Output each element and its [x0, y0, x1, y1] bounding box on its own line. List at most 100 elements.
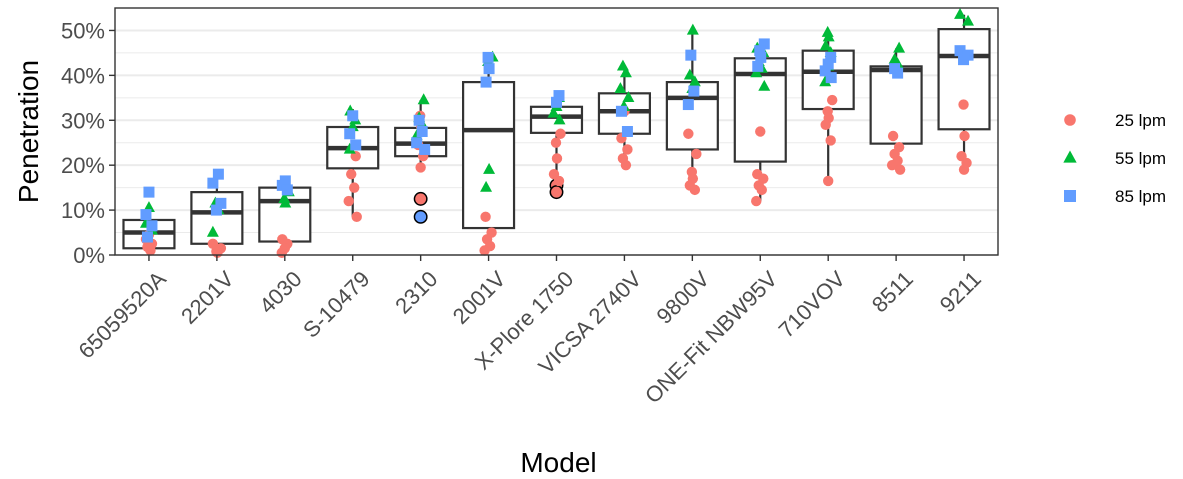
- y-tick-label: 30%: [61, 108, 105, 133]
- data-point: [346, 168, 357, 180]
- legend-item: 55 lpm: [1063, 149, 1166, 168]
- data-point: [620, 159, 632, 171]
- data-point: [479, 245, 490, 256]
- data-point: [343, 195, 354, 207]
- data-point: [822, 58, 834, 70]
- data-point: [483, 63, 495, 75]
- box-iqr: [462, 80, 516, 230]
- data-point: [954, 45, 966, 57]
- point-layer: [139, 7, 975, 258]
- y-tick-label: 0%: [73, 243, 105, 268]
- x-axis-title: Model: [520, 447, 596, 478]
- data-point: [416, 126, 428, 137]
- box-12: [869, 48, 923, 170]
- data-point: [480, 211, 491, 223]
- data-point: [411, 137, 423, 149]
- box-iqr: [869, 65, 923, 145]
- data-point: [344, 128, 356, 140]
- data-point: [482, 51, 494, 63]
- data-point: [621, 126, 633, 137]
- data-point: [212, 168, 224, 180]
- legend-label: 25 lpm: [1115, 111, 1166, 130]
- data-point: [207, 177, 219, 189]
- data-point: [819, 65, 831, 77]
- data-point: [685, 49, 697, 61]
- data-point: [145, 245, 156, 256]
- data-point: [820, 119, 831, 130]
- data-point: [413, 114, 425, 126]
- data-point: [755, 51, 767, 63]
- data-point: [682, 99, 694, 111]
- data-point: [140, 209, 152, 221]
- data-point: [622, 144, 633, 155]
- legend: 25 lpm 55 lpm 85 lpm: [1063, 111, 1166, 206]
- data-point: [350, 139, 362, 151]
- data-point: [822, 175, 834, 187]
- y-tick-label: 20%: [61, 153, 105, 178]
- data-point: [480, 180, 493, 192]
- data-point: [619, 66, 632, 78]
- data-point: [825, 135, 836, 146]
- data-point: [755, 126, 766, 137]
- data-point: [825, 51, 837, 63]
- data-point: [958, 164, 970, 175]
- data-point: [826, 94, 838, 106]
- data-point: [893, 41, 906, 53]
- data-point: [281, 184, 293, 196]
- data-point: [958, 99, 969, 110]
- legend-key: [1063, 150, 1077, 163]
- y-axis-title: Penetration: [13, 60, 44, 203]
- legend-key: [1064, 190, 1076, 202]
- data-point: [547, 106, 560, 118]
- data-point: [555, 128, 566, 139]
- data-point: [351, 211, 362, 223]
- data-point: [550, 137, 562, 148]
- data-point: [215, 197, 227, 209]
- outlier-point: [549, 185, 564, 200]
- data-point: [886, 159, 898, 171]
- data-point: [343, 142, 356, 154]
- data-point: [754, 45, 766, 57]
- data-point: [688, 85, 700, 97]
- data-point: [415, 162, 426, 173]
- data-point: [553, 175, 565, 187]
- data-point: [758, 79, 771, 91]
- legend-label: 85 lpm: [1115, 187, 1166, 206]
- data-point: [822, 30, 835, 42]
- data-point: [962, 14, 975, 26]
- legend-label: 55 lpm: [1115, 149, 1166, 168]
- data-point: [689, 184, 701, 196]
- data-point: [825, 72, 837, 84]
- data-point: [958, 54, 970, 66]
- data-point: [686, 23, 699, 35]
- data-point: [551, 153, 563, 164]
- data-point: [819, 75, 832, 87]
- data-point: [892, 67, 904, 79]
- data-point: [758, 38, 770, 50]
- y-tick-label: 50%: [61, 18, 105, 43]
- data-point: [480, 76, 492, 88]
- data-point: [752, 60, 764, 72]
- data-point: [553, 113, 566, 125]
- data-point: [551, 96, 562, 108]
- data-point: [206, 225, 219, 237]
- data-point: [483, 162, 496, 174]
- data-point: [146, 220, 158, 232]
- data-point: [614, 82, 627, 93]
- legend-item: 85 lpm: [1064, 187, 1166, 206]
- series-square-points: [140, 38, 974, 243]
- data-point: [751, 195, 762, 207]
- data-point: [417, 93, 430, 105]
- data-point: [887, 130, 899, 142]
- data-point: [756, 184, 767, 196]
- data-point: [959, 130, 970, 142]
- data-point: [894, 164, 906, 175]
- data-point: [419, 143, 431, 155]
- data-point: [954, 7, 967, 19]
- data-point: [819, 39, 832, 51]
- y-tick-label: 40%: [61, 63, 105, 88]
- data-point: [143, 186, 155, 198]
- data-point: [210, 204, 222, 216]
